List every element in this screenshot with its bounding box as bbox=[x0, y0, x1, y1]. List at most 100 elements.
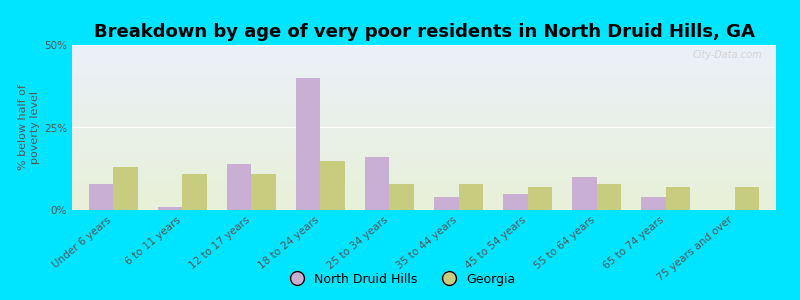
Bar bbox=[72, 89, 776, 91]
Bar bbox=[72, 99, 776, 101]
Bar bbox=[72, 119, 776, 121]
Bar bbox=[72, 71, 776, 73]
Bar bbox=[72, 94, 776, 96]
Bar bbox=[366, 157, 390, 210]
Bar bbox=[72, 96, 776, 98]
Bar bbox=[72, 104, 776, 106]
Bar bbox=[72, 73, 776, 75]
Bar bbox=[458, 184, 482, 210]
Bar bbox=[72, 180, 776, 182]
Bar bbox=[642, 197, 666, 210]
Bar bbox=[72, 144, 776, 146]
Bar bbox=[72, 98, 776, 99]
Bar bbox=[72, 149, 776, 151]
Bar bbox=[72, 85, 776, 86]
Bar bbox=[72, 137, 776, 139]
Bar bbox=[72, 141, 776, 142]
Bar bbox=[72, 66, 776, 68]
Bar bbox=[72, 205, 776, 207]
Bar bbox=[114, 167, 138, 210]
Legend: North Druid Hills, Georgia: North Druid Hills, Georgia bbox=[279, 268, 521, 291]
Bar bbox=[72, 122, 776, 124]
Bar bbox=[72, 202, 776, 203]
Bar bbox=[72, 56, 776, 58]
Bar bbox=[72, 129, 776, 131]
Text: City-Data.com: City-Data.com bbox=[692, 50, 762, 60]
Bar bbox=[251, 174, 276, 210]
Bar bbox=[572, 177, 597, 210]
Bar bbox=[72, 126, 776, 128]
Bar bbox=[72, 83, 776, 85]
Bar bbox=[72, 165, 776, 167]
Bar bbox=[72, 91, 776, 93]
Bar bbox=[72, 194, 776, 195]
Bar bbox=[72, 124, 776, 126]
Bar bbox=[72, 132, 776, 134]
Bar bbox=[72, 170, 776, 172]
Bar bbox=[434, 197, 458, 210]
Bar bbox=[72, 175, 776, 177]
Bar bbox=[72, 157, 776, 159]
Bar bbox=[72, 208, 776, 210]
Bar bbox=[72, 88, 776, 89]
Bar bbox=[72, 128, 776, 129]
Bar bbox=[72, 134, 776, 136]
Bar bbox=[72, 195, 776, 197]
Bar bbox=[72, 60, 776, 61]
Bar bbox=[72, 65, 776, 66]
Bar bbox=[72, 106, 776, 108]
Bar bbox=[72, 76, 776, 78]
Bar bbox=[72, 118, 776, 119]
Bar bbox=[72, 203, 776, 205]
Bar bbox=[72, 197, 776, 199]
Bar bbox=[72, 86, 776, 88]
Bar bbox=[72, 63, 776, 65]
Bar bbox=[666, 187, 690, 210]
Bar bbox=[158, 207, 182, 210]
Bar bbox=[72, 152, 776, 154]
Bar bbox=[296, 78, 321, 210]
Bar bbox=[182, 174, 206, 210]
Bar bbox=[72, 52, 776, 53]
Bar bbox=[72, 112, 776, 114]
Bar bbox=[72, 46, 776, 48]
Bar bbox=[72, 155, 776, 157]
Bar bbox=[72, 50, 776, 52]
Bar bbox=[72, 75, 776, 76]
Bar bbox=[72, 108, 776, 109]
Bar bbox=[72, 48, 776, 50]
Bar bbox=[72, 136, 776, 137]
Bar bbox=[72, 184, 776, 185]
Bar bbox=[72, 151, 776, 152]
Bar bbox=[72, 101, 776, 103]
Bar bbox=[72, 114, 776, 116]
Bar bbox=[72, 53, 776, 55]
Bar bbox=[72, 187, 776, 188]
Bar bbox=[72, 109, 776, 111]
Bar bbox=[72, 200, 776, 202]
Bar bbox=[72, 58, 776, 60]
Bar bbox=[597, 184, 621, 210]
Bar bbox=[72, 167, 776, 169]
Bar bbox=[72, 177, 776, 178]
Bar bbox=[72, 45, 776, 46]
Bar bbox=[72, 111, 776, 112]
Bar bbox=[72, 182, 776, 184]
Bar bbox=[72, 80, 776, 81]
Bar bbox=[72, 70, 776, 71]
Bar bbox=[72, 178, 776, 180]
Bar bbox=[72, 68, 776, 70]
Bar bbox=[527, 187, 552, 210]
Bar bbox=[72, 160, 776, 162]
Bar bbox=[72, 55, 776, 56]
Bar bbox=[72, 199, 776, 200]
Bar bbox=[72, 142, 776, 144]
Bar bbox=[72, 139, 776, 141]
Bar bbox=[72, 185, 776, 187]
Bar bbox=[72, 159, 776, 160]
Bar bbox=[390, 184, 414, 210]
Bar bbox=[72, 162, 776, 164]
Bar bbox=[72, 78, 776, 80]
Bar bbox=[72, 174, 776, 175]
Bar bbox=[227, 164, 251, 210]
